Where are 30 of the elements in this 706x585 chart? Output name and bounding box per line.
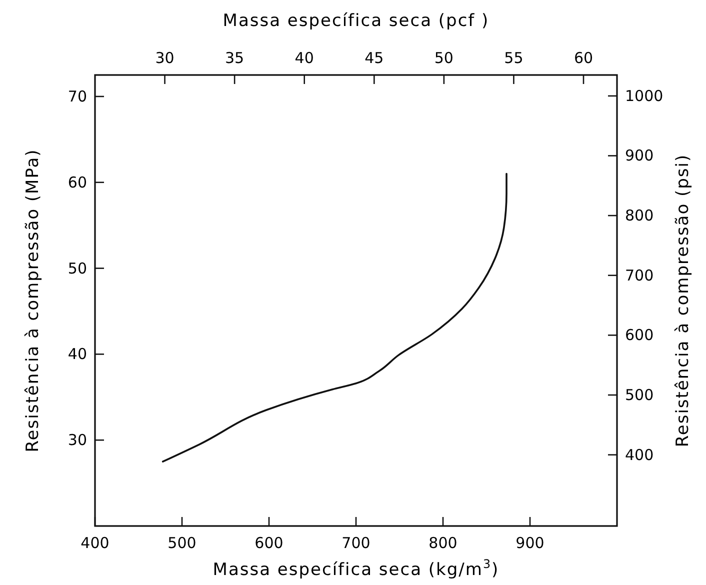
y2-tick-label: 500 [625,386,654,404]
x2-tick-label: 45 [364,49,384,67]
y2-tick-label: 900 [625,146,654,165]
x-axis-title: Massa específica seca (kg/m$^{3}$) [212,557,500,580]
line-series [162,172,508,462]
y-tick-label: 50 [68,259,87,278]
y2-tick-label: 800 [625,206,654,225]
y-tick-label: 60 [68,173,87,192]
y2-tick-label: 600 [625,326,654,344]
x2-tick-label: 30 [155,49,174,67]
x-tick-label: 800 [428,534,458,552]
x2-tick-label: 60 [574,49,594,67]
y2-tick-label: 1000 [625,86,664,105]
x-tick-label: 600 [254,534,284,552]
y2-tick-label: 400 [625,446,654,464]
y2-tick-label: 700 [625,266,654,284]
x2-axis-title: Massa específica seca (pcf ) [222,11,490,31]
y2-axis-title: Resistência à compressão (psi) [673,154,693,448]
x2-tick-label: 40 [294,49,314,67]
x2-tick-label: 35 [225,49,244,67]
x-tick-label: 400 [80,534,110,552]
x-tick-label: 500 [168,534,196,552]
y-tick-label: 40 [68,345,87,364]
x-tick-label: 700 [342,534,370,552]
x-tick-label: 900 [516,534,544,552]
y-axis-title: Resistência à compressão (MPa) [23,148,43,452]
y-tick-label: 70 [68,87,87,106]
x2-tick-label: 55 [504,49,524,67]
y-tick-label: 30 [68,431,87,450]
x2-tick-label: 50 [434,49,454,67]
